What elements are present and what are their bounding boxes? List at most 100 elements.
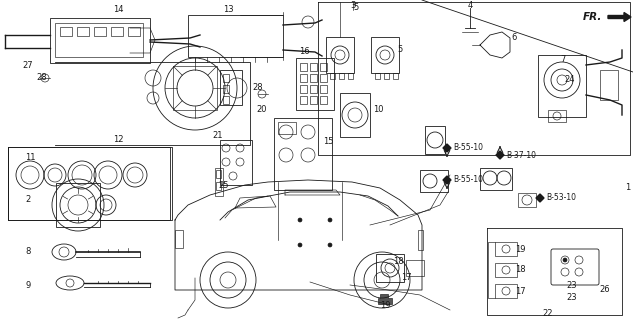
Bar [310,85,317,93]
Bar [495,242,517,256]
Bar [173,66,217,110]
Text: 6: 6 [511,34,517,43]
Bar [320,63,327,71]
Bar [310,63,317,71]
Polygon shape [443,144,451,152]
Bar [348,73,353,79]
Bar [300,63,307,71]
Polygon shape [496,151,504,159]
Circle shape [563,258,567,262]
Bar [538,55,586,117]
Bar [300,85,307,93]
Text: 24: 24 [565,76,575,84]
Text: 28: 28 [253,84,263,92]
Text: 28: 28 [37,74,47,83]
Text: B-53-10: B-53-10 [546,194,576,203]
Text: 18: 18 [515,266,525,275]
Circle shape [328,218,332,222]
Bar [371,37,399,73]
Text: B-55-10: B-55-10 [453,175,483,185]
Bar [216,182,221,190]
Bar [128,27,140,36]
Bar [418,230,423,250]
Bar [384,73,389,79]
Text: 18: 18 [392,258,403,267]
Bar [300,96,307,104]
Text: 25: 25 [219,180,229,189]
Bar [600,70,618,100]
Bar [223,96,229,104]
Bar [393,73,398,79]
FancyArrow shape [608,12,631,21]
Text: 4: 4 [467,2,473,11]
Bar [188,15,283,57]
Text: 11: 11 [25,154,35,163]
Text: B-55-10: B-55-10 [453,143,483,153]
Bar [326,37,354,73]
Bar [310,96,317,104]
Polygon shape [536,194,544,202]
Text: B-37-10: B-37-10 [506,150,536,159]
Bar [77,27,89,36]
Bar [50,18,150,63]
Bar [223,74,229,82]
Circle shape [298,243,302,247]
Text: 5: 5 [398,45,403,54]
Bar [274,118,332,190]
Text: 8: 8 [25,247,30,257]
Bar [518,193,536,207]
Bar [340,93,370,137]
Text: 3: 3 [350,1,356,10]
Bar [495,263,517,277]
Bar [215,168,223,196]
Text: 2: 2 [25,196,30,204]
Text: 22: 22 [542,308,553,317]
Text: 26: 26 [599,285,610,294]
Text: 16: 16 [299,47,310,57]
Bar [375,73,380,79]
Bar [220,70,242,105]
Bar [339,73,344,79]
Bar [420,170,448,192]
Bar [406,260,424,276]
Text: 21: 21 [213,131,223,140]
Text: 27: 27 [23,60,34,69]
Bar [495,284,517,298]
Bar [60,27,72,36]
Text: 19: 19 [380,300,391,309]
Polygon shape [443,176,451,184]
Text: 12: 12 [113,135,123,145]
Text: 13: 13 [223,4,234,13]
Bar [320,96,327,104]
Bar [480,168,512,190]
Bar [278,122,296,134]
Text: 15: 15 [323,138,333,147]
Text: 19: 19 [515,244,525,253]
Text: 20: 20 [257,106,267,115]
Circle shape [328,243,332,247]
Bar [376,254,404,282]
Bar [296,58,334,110]
Bar [220,140,252,185]
Text: FR.: FR. [583,12,603,22]
Bar [330,73,335,79]
Text: 10: 10 [373,106,383,115]
Text: 7: 7 [560,55,566,65]
Text: 5: 5 [353,3,359,12]
Polygon shape [378,294,392,304]
Text: 17: 17 [401,274,411,283]
Bar [94,27,106,36]
Bar [548,110,566,122]
Bar [175,230,183,248]
Text: 14: 14 [113,4,123,13]
Text: 17: 17 [515,286,525,295]
Bar [216,170,221,178]
Bar [320,85,327,93]
Bar [310,74,317,82]
Bar [425,126,445,154]
Text: 23: 23 [567,293,577,302]
Circle shape [298,218,302,222]
Bar [320,74,327,82]
Bar [300,74,307,82]
Bar [111,27,123,36]
